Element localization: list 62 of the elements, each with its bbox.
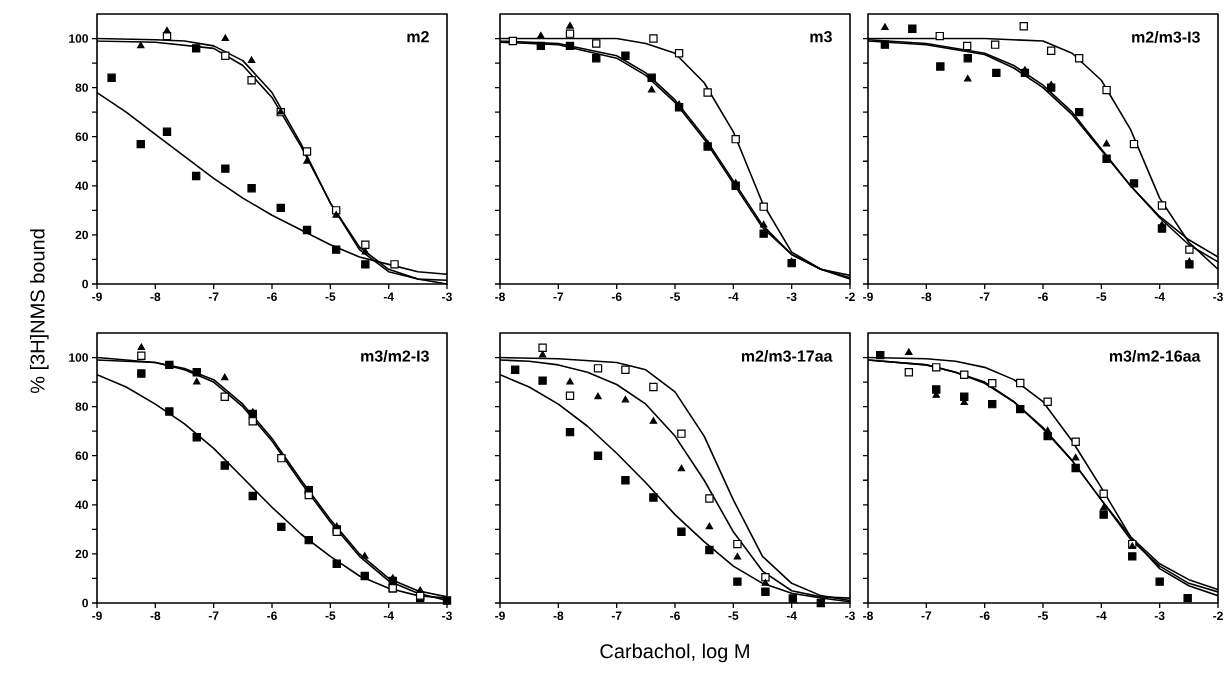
x-tick-label: -5 <box>1096 292 1107 301</box>
x-tick-label: -3 <box>1154 611 1165 621</box>
x-tick-label: -4 <box>786 611 797 620</box>
x-tick-label: -8 <box>863 611 873 621</box>
x-tick-label: -6 <box>979 611 990 621</box>
x-tick-label: -6 <box>611 292 622 302</box>
y-tick-label: 100 <box>69 353 88 362</box>
x-tick-label: -8 <box>150 292 161 302</box>
text: m3/m2-16aa <box>1109 350 1201 362</box>
x-tick-label: -9 <box>495 611 505 621</box>
x-tick-label: -8 <box>921 292 932 302</box>
x-tick-label: -9 <box>92 611 102 621</box>
x-tick-label: -2 <box>1213 611 1223 620</box>
x-tick-label: -8 <box>553 611 564 621</box>
x-tick-label: -4 <box>728 292 739 301</box>
x-tick-label: -4 <box>383 611 394 620</box>
x-tick-label: -9 <box>92 292 102 302</box>
y-tick-label: 80 <box>75 83 88 92</box>
x-tick-label: -5 <box>728 611 739 620</box>
y-tick-label: 40 <box>75 500 88 510</box>
x-tick-label: -8 <box>150 611 161 621</box>
x-tick-label: -7 <box>208 292 219 301</box>
x-tick-label: -7 <box>921 611 932 620</box>
y-tick-label: 40 <box>75 181 88 191</box>
x-tick-label: -7 <box>979 292 990 301</box>
x-tick-label: -3 <box>786 292 797 302</box>
x-tick-label: -5 <box>325 611 336 620</box>
x-tick-label: -5 <box>1038 611 1048 620</box>
y-tick-label: 0 <box>82 279 88 289</box>
x-tick-label: -3 <box>1213 292 1223 302</box>
x-tick-label: -4 <box>1154 292 1165 301</box>
x-tick-label: -9 <box>863 292 873 302</box>
x-tick-label: -5 <box>670 292 680 301</box>
x-tick-label: -7 <box>208 611 219 620</box>
x-tick-label: -7 <box>611 611 622 620</box>
x-tick-label: -6 <box>1038 292 1048 302</box>
y-tick-label: 60 <box>75 132 88 141</box>
text: m2/m3-17aa <box>741 350 833 362</box>
text: m3/m2-I3 <box>361 350 429 362</box>
x-tick-label: -3 <box>845 611 855 621</box>
x-tick-label: -6 <box>267 292 277 302</box>
y-axis-title: % [3H]NMS bound <box>29 229 49 394</box>
text: m3 <box>810 31 832 43</box>
x-tick-label: -7 <box>553 292 564 301</box>
x-tick-label: -2 <box>845 292 855 301</box>
x-tick-label: -6 <box>267 611 277 621</box>
y-tick-label: 60 <box>75 451 88 460</box>
x-tick-label: -3 <box>442 292 452 302</box>
x-tick-label: -8 <box>495 292 505 302</box>
x-tick-label: -5 <box>325 292 336 301</box>
x-tick-label: -3 <box>442 611 452 621</box>
y-tick-label: 20 <box>75 230 88 240</box>
text: m2/m3-I3 <box>1132 31 1200 43</box>
text: m2 <box>407 31 429 43</box>
y-tick-label: 20 <box>75 549 88 559</box>
x-tick-label: -6 <box>670 611 680 621</box>
x-tick-label: -4 <box>1096 611 1107 620</box>
y-tick-label: 80 <box>75 402 88 411</box>
x-tick-label: -4 <box>383 292 394 301</box>
y-tick-label: 0 <box>82 598 88 608</box>
y-tick-label: 100 <box>69 34 88 43</box>
x-axis-title: Carbachol, log M <box>600 643 749 663</box>
